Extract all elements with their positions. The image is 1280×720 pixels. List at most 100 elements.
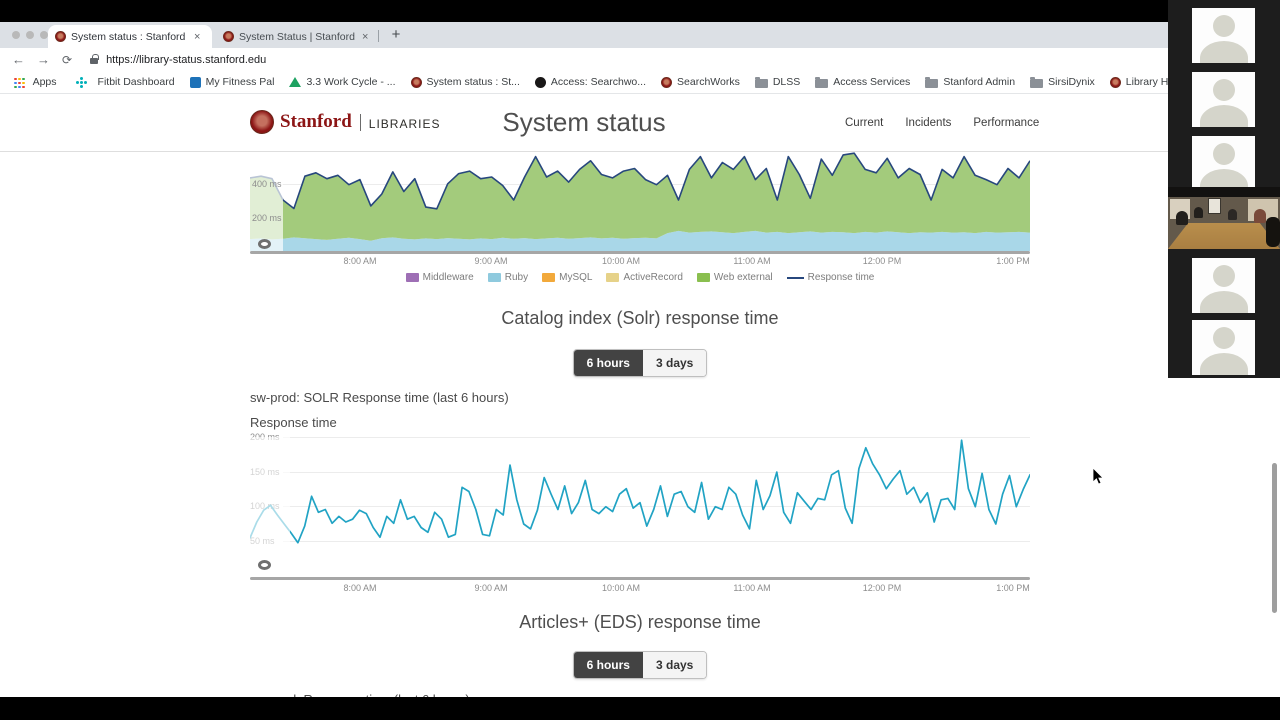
bookmark-item[interactable]: Access: Searchwo... [534, 76, 646, 88]
legend-item: Response time [786, 272, 874, 283]
tab-divider [378, 30, 379, 42]
bookmark-label: My Fitness Pal [205, 76, 275, 88]
new-tab-button[interactable]: + [391, 26, 401, 43]
apps-grid-icon [14, 77, 17, 81]
folder-icon [815, 76, 829, 88]
mouse-cursor [1092, 467, 1104, 485]
participant-avatar-tile[interactable] [1192, 320, 1255, 375]
site-nav: Current Incidents Performance [845, 117, 1039, 129]
participant-video-tile[interactable] [1168, 187, 1280, 249]
legend-swatch [606, 273, 620, 282]
conference-table [1168, 223, 1280, 249]
bookmark-item[interactable]: Stanford Admin [925, 76, 1015, 88]
solr-chart-ylabel: Response time [250, 415, 337, 430]
bookmark-label: Apps [32, 76, 57, 88]
nav-current[interactable]: Current [845, 117, 884, 129]
url-field[interactable]: https://library-status.stanford.edu [106, 53, 267, 66]
range-6-hours-button[interactable]: 6 hours [573, 350, 643, 376]
bookmark-item[interactable]: Fitbit Dashboard [72, 76, 175, 88]
bookmarks-bar: Apps Fitbit Dashboard My Fitness Pal 3.3… [0, 71, 1280, 94]
tab-system-status-inactive[interactable]: System Status | Stanford Libra × [216, 25, 376, 48]
x-tick-labels: 8:00 AM 9:00 AM 10:00 AM 11:00 AM 12:00 PM 1:… [250, 583, 1030, 594]
seal-icon [410, 76, 422, 88]
x-tick: 9:00 AM [474, 583, 508, 593]
bookmark-label: 3.3 Work Cycle - ... [306, 76, 396, 88]
legend-label: Ruby [504, 272, 529, 283]
tab-title: System Status | Stanford Libra [239, 30, 355, 43]
office-chair [1266, 217, 1280, 247]
bookmark-item[interactable]: DLSS [754, 76, 800, 88]
participant-avatar-tile[interactable] [1192, 8, 1255, 63]
x-tick: 1:00 PM [996, 256, 1030, 266]
bookmark-label: Access Services [833, 76, 911, 88]
room-picture-frame [1208, 198, 1221, 214]
range-toggle-solr: 6 hours 3 days [250, 349, 1030, 377]
bookmark-label: SearchWorks [677, 76, 740, 88]
window-close-button[interactable] [12, 31, 20, 39]
tab-title: System status : Stanford Libra [71, 30, 187, 43]
legend-swatch [542, 273, 556, 282]
nav-performance[interactable]: Performance [973, 117, 1040, 129]
participant-avatar-tile[interactable] [1192, 136, 1255, 190]
section-heading-eds: Articles+ (EDS) response time [519, 612, 761, 632]
range-3-days-button[interactable]: 3 days [642, 652, 707, 678]
y-tick-label: 200 ms [252, 213, 282, 223]
bookmark-item[interactable]: Apps [10, 74, 57, 91]
bookmark-item[interactable]: System status : St... [410, 76, 520, 88]
tab-close-icon[interactable]: × [362, 30, 369, 43]
newrelic-eye-icon[interactable] [258, 560, 271, 570]
x-tick: 9:00 AM [474, 256, 508, 266]
solr-line-chart[interactable] [250, 437, 1030, 576]
range-6-hours-button[interactable]: 6 hours [573, 652, 643, 678]
newrelic-eye-icon[interactable] [258, 239, 271, 249]
folder-icon [925, 76, 939, 88]
bookmark-item[interactable]: Access Services [815, 76, 910, 88]
tab-system-status-active[interactable]: System status : Stanford Libra × [48, 25, 212, 48]
tab-close-icon[interactable]: × [194, 30, 201, 43]
participant-avatar-tile[interactable] [1192, 72, 1255, 127]
eds-chart-title-partial: sw-prod: Response time (last 6 hours) [250, 692, 470, 697]
participant-avatar-tile[interactable] [1192, 258, 1255, 313]
bookmark-item[interactable]: 3.3 Work Cycle - ... [289, 76, 396, 88]
legend-item: Ruby [487, 272, 529, 283]
legend-item: Web external [696, 272, 773, 283]
stanford-libraries-logo[interactable]: Stanford LIBRARIES [250, 110, 441, 134]
bookmark-label: System status : St... [426, 76, 520, 88]
site-header: Stanford LIBRARIES System status Current… [0, 94, 1280, 152]
nav-incidents[interactable]: Incidents [905, 117, 952, 129]
range-3-days-button[interactable]: 3 days [642, 350, 707, 376]
page-title: System status [502, 107, 666, 137]
brand-unit: LIBRARIES [368, 116, 441, 131]
forward-icon[interactable]: → [37, 52, 50, 67]
browser-scrollbar[interactable] [1272, 463, 1277, 613]
back-icon[interactable]: ← [12, 52, 25, 67]
gridline-200ms [283, 437, 1030, 438]
chart-legend: Middleware Ruby MySQL ActiveRecord Web e… [250, 272, 1030, 283]
bookmark-item[interactable]: My Fitness Pal [189, 76, 275, 88]
stacked-area-chart[interactable] [250, 152, 1030, 251]
legend-label: Web external [713, 272, 773, 283]
bookmark-label: Stanford Admin [943, 76, 1016, 88]
x-tick: 12:00 PM [862, 583, 902, 593]
gridline-50ms [283, 541, 1030, 542]
x-tick: 11:00 AM [733, 583, 771, 593]
legend-swatch [487, 273, 501, 282]
reload-icon[interactable]: ⟳ [62, 52, 73, 67]
bookmark-item[interactable]: SearchWorks [661, 76, 740, 88]
bookmark-item[interactable]: SirsiDynix [1030, 76, 1095, 88]
tab-strip: System status : Stanford Libra × System … [0, 22, 1280, 48]
person-silhouette [1194, 207, 1203, 218]
legend-label: MySQL [559, 272, 593, 283]
window-minimize-button[interactable] [26, 31, 34, 39]
browser-window: System status : Stanford Libra × System … [0, 22, 1280, 697]
x-axis [250, 251, 1030, 254]
bookmark-label: Fitbit Dashboard [97, 76, 175, 88]
brand-name: Stanford [280, 111, 352, 132]
section-heading-solr: Catalog index (Solr) response time [501, 308, 779, 328]
window-zoom-button[interactable] [40, 31, 48, 39]
x-tick: 8:00 AM [343, 583, 377, 593]
x-axis [250, 577, 1030, 580]
legend-item: MySQL [542, 272, 592, 283]
stanford-seal-icon [250, 110, 274, 134]
